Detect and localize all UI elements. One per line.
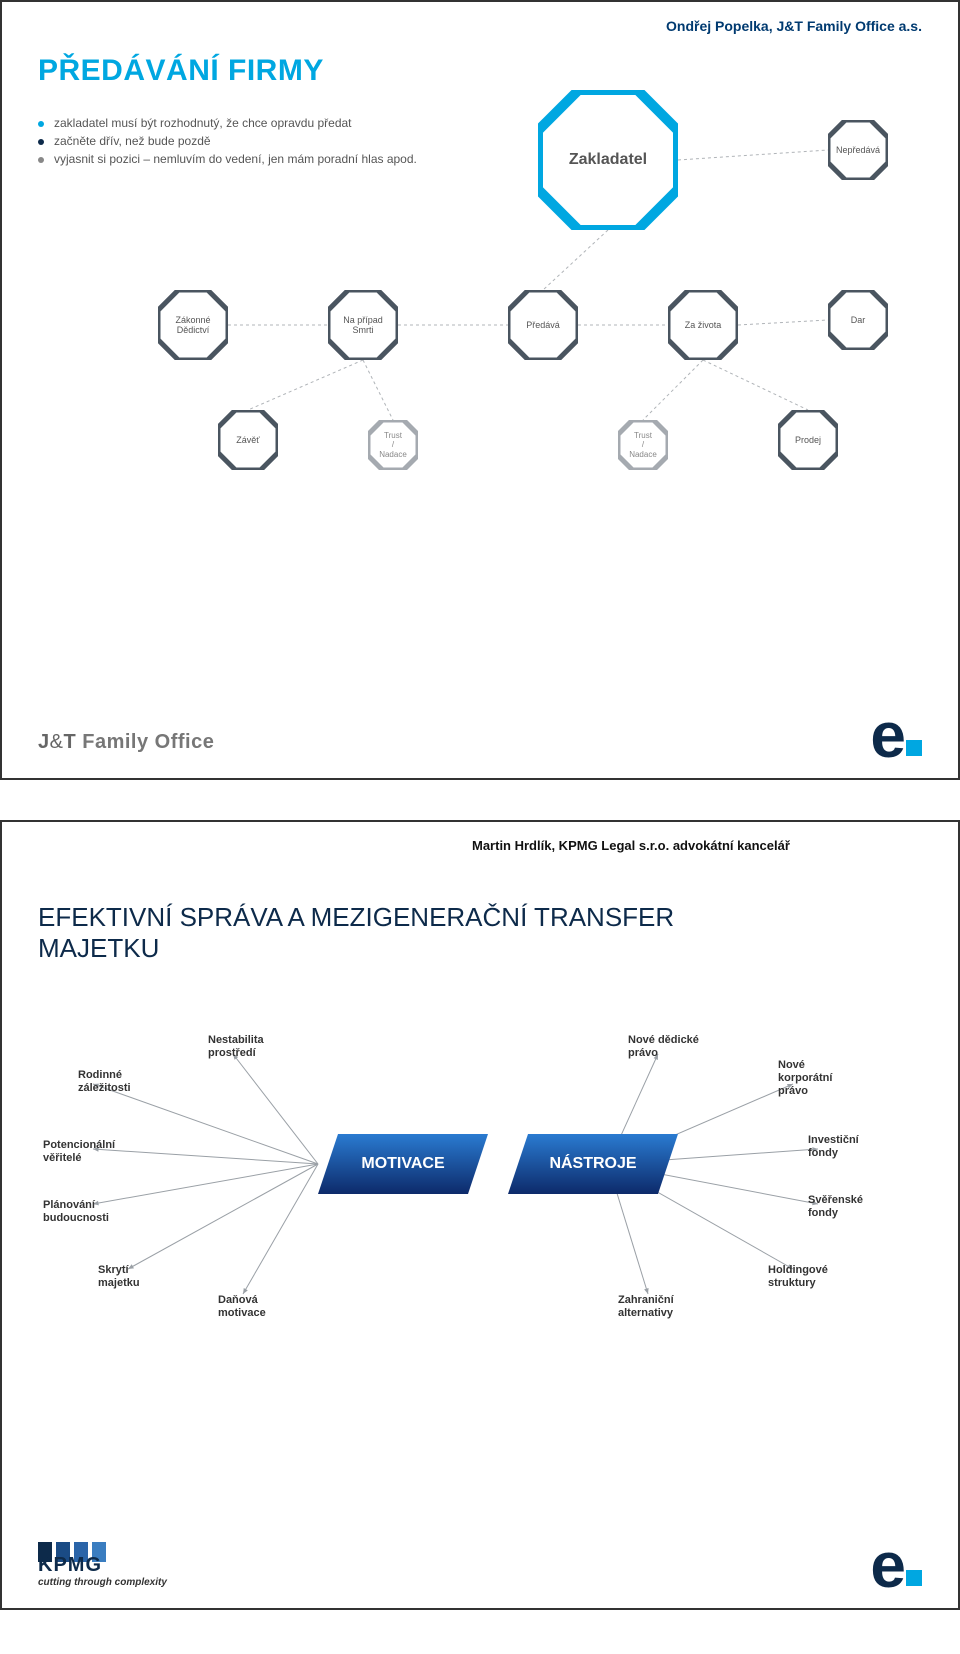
flow-node-zakonne: ZákonnéDědictví	[158, 290, 228, 360]
ray-label: Skrytímajetku	[98, 1264, 140, 1290]
e-logo-dot	[906, 740, 922, 756]
e-logo: e	[870, 1543, 922, 1588]
slide1-attribution: Ondřej Popelka, J&T Family Office a.s.	[666, 18, 922, 34]
flow-node-nepredava: Nepředává	[828, 120, 888, 180]
ray-label: Zahraničníalternativy	[618, 1294, 674, 1320]
ray-label: Nové dědicképrávo	[628, 1034, 699, 1060]
slide2-attribution: Martin Hrdlík, KPMG Legal s.r.o. advokát…	[472, 838, 918, 855]
ray-label: Plánováníbudoucnosti	[43, 1199, 109, 1225]
flow-node-smrt: Na případSmrti	[328, 290, 398, 360]
flow-node-trust1: Trust/Nadace	[368, 420, 418, 470]
kpmg-logo: KPMG cutting through complexity	[38, 1542, 167, 1588]
ray-label: Rodinnézáležitosti	[78, 1069, 131, 1095]
e-logo: e	[870, 713, 922, 758]
ray-label: Nestabilitaprostředí	[208, 1034, 264, 1060]
flow-node-dar: Dar	[828, 290, 888, 350]
ray-label: Svěřenskéfondy	[808, 1194, 863, 1220]
jt-family-office-logo: J&T Family Office	[38, 731, 214, 754]
flow-node-zavet: Závěť	[218, 410, 278, 470]
kpmg-tagline: cutting through complexity	[38, 1577, 167, 1588]
ray-label: Novékorporátníprávo	[778, 1059, 832, 1099]
flow-node-prodej: Prodej	[778, 410, 838, 470]
flowchart: Zakladatel Nepředává ZákonnéDědictví Na pří…	[38, 50, 922, 490]
e-logo-dot	[906, 1570, 922, 1586]
pill-pill_nastroje: NÁSTROJE	[508, 1134, 678, 1194]
ray-label: Investičnífondy	[808, 1134, 859, 1160]
slide-predavani: Ondřej Popelka, J&T Family Office a.s. P…	[0, 0, 960, 780]
slide-efektivni-sprava: Martin Hrdlík, KPMG Legal s.r.o. advokát…	[0, 820, 960, 1610]
flow-node-trust2: Trust/Nadace	[618, 420, 668, 470]
flow-node-zazivota: Za života	[668, 290, 738, 360]
ray-label: Potencionálnívěřitelé	[43, 1139, 115, 1165]
slide2-title: EFEKTIVNÍ SPRÁVA A MEZIGENERAČNÍ TRANSFE…	[38, 902, 688, 964]
ray-diagram: Rodinnézáležitosti Nestabilitaprostředí Po…	[38, 1004, 922, 1334]
ray-label: Daňovámotivace	[218, 1294, 266, 1320]
pill-pill_motivace: MOTIVACE	[318, 1134, 488, 1194]
flow-node-zakladatel: Zakladatel	[538, 90, 678, 230]
ray-label: Holdingovéstruktury	[768, 1264, 828, 1290]
flow-node-predava: Předává	[508, 290, 578, 360]
